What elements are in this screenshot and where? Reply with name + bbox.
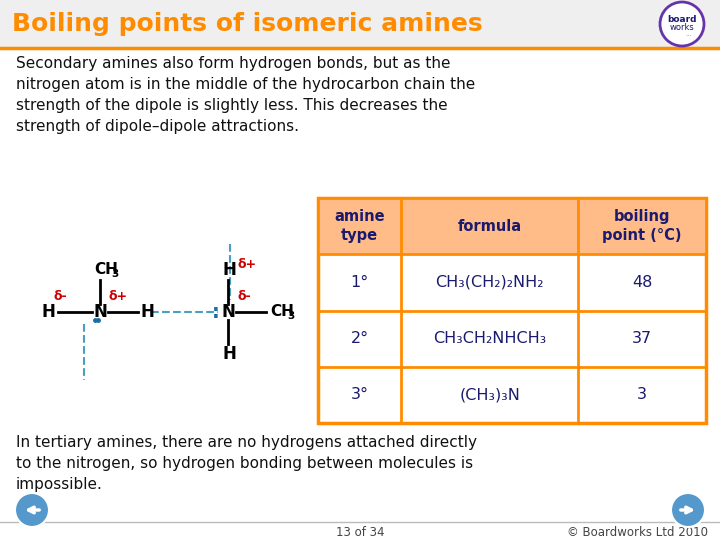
Text: formula: formula (458, 219, 522, 234)
Text: N: N (93, 303, 107, 321)
Text: CH: CH (94, 262, 118, 278)
Text: δ+: δ+ (109, 289, 127, 302)
Text: 13 of 34: 13 of 34 (336, 525, 384, 538)
Text: 3: 3 (287, 311, 294, 321)
Text: H: H (222, 261, 236, 279)
Text: 2°: 2° (351, 331, 369, 346)
Text: 3°: 3° (351, 387, 369, 402)
Text: CH: CH (270, 305, 294, 320)
Text: δ-: δ- (238, 289, 251, 302)
Text: ...: ... (685, 31, 693, 37)
Text: 3: 3 (637, 387, 647, 402)
Text: Secondary amines also form hydrogen bonds, but as the
nitrogen atom is in the mi: Secondary amines also form hydrogen bond… (16, 56, 475, 134)
Text: boiling
point (°C): boiling point (°C) (602, 210, 682, 243)
Text: :: : (212, 302, 220, 321)
Text: © Boardworks Ltd 2010: © Boardworks Ltd 2010 (567, 525, 708, 538)
Text: 37: 37 (632, 331, 652, 346)
Bar (318, 198, 706, 423)
Text: 48: 48 (631, 275, 652, 290)
Circle shape (15, 493, 49, 527)
Bar (318, 198, 706, 254)
Circle shape (660, 2, 704, 46)
Text: 1°: 1° (351, 275, 369, 290)
Text: H: H (222, 345, 236, 363)
Text: amine
type: amine type (334, 210, 385, 243)
Text: CH₃CH₂NHCH₃: CH₃CH₂NHCH₃ (433, 331, 546, 346)
Text: 3: 3 (111, 269, 118, 279)
Text: H: H (140, 303, 154, 321)
Text: Boiling points of isomeric amines: Boiling points of isomeric amines (12, 12, 482, 36)
Circle shape (671, 493, 705, 527)
Text: works: works (670, 24, 694, 32)
Text: (CH₃)₃N: (CH₃)₃N (459, 387, 520, 402)
Text: board: board (667, 15, 697, 24)
Text: H: H (41, 303, 55, 321)
Text: δ-: δ- (53, 289, 67, 302)
Text: δ+: δ+ (238, 258, 257, 271)
Text: CH₃(CH₂)₂NH₂: CH₃(CH₂)₂NH₂ (436, 275, 544, 290)
Text: In tertiary amines, there are no hydrogens attached directly
to the nitrogen, so: In tertiary amines, there are no hydroge… (16, 435, 477, 492)
Text: N: N (221, 303, 235, 321)
Bar (0, 0, 720, 48)
